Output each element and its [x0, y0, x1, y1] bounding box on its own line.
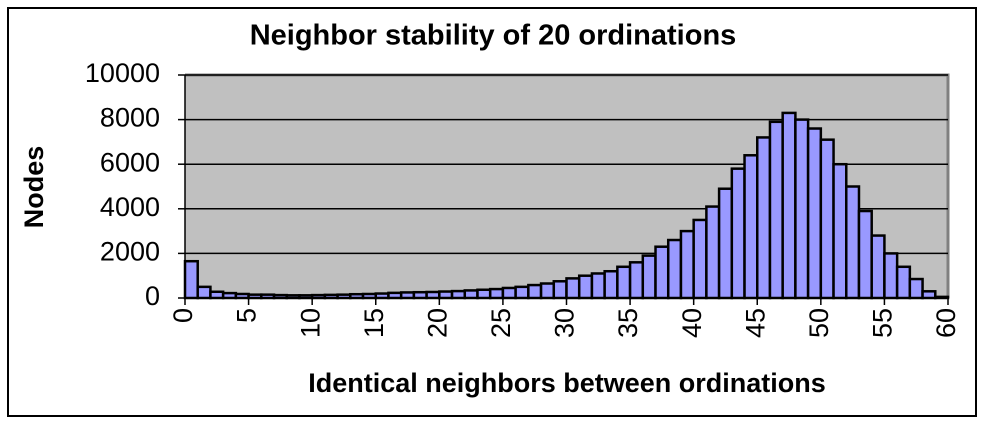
bar [412, 290, 428, 300]
bar [514, 285, 530, 300]
bar [794, 118, 810, 300]
x-tick-label: 5 [232, 308, 262, 323]
bar [895, 265, 912, 300]
bar [870, 234, 886, 300]
bar [590, 272, 606, 300]
x-tick-label: 60 [931, 308, 961, 338]
bar [730, 167, 746, 300]
bar [666, 238, 683, 300]
bar [781, 111, 797, 300]
x-axis-label: Identical neighbors between ordinations [308, 368, 826, 398]
bar [565, 277, 581, 300]
x-tick-label: 30 [550, 308, 580, 338]
bar [768, 120, 784, 300]
bar [196, 285, 212, 300]
y-tick-label: 6000 [100, 147, 160, 177]
bar [552, 280, 568, 300]
bar [641, 254, 657, 300]
bar [692, 218, 708, 300]
bar [832, 162, 848, 300]
x-tick-label: 25 [486, 308, 516, 338]
bar [577, 274, 594, 300]
bar [603, 269, 619, 300]
bar [628, 261, 645, 300]
chart-title: Neighbor stability of 20 ordinations [250, 20, 737, 52]
bar [806, 127, 823, 300]
bar [908, 277, 924, 300]
x-tick-label: 20 [422, 308, 452, 338]
x-tick-label: 50 [804, 308, 834, 338]
x-tick-label: 55 [868, 308, 898, 338]
y-tick-label: 4000 [100, 192, 160, 222]
x-tick-label: 15 [359, 308, 389, 338]
bar [756, 136, 772, 300]
bar [501, 286, 517, 300]
bar [463, 289, 479, 300]
bar [857, 209, 873, 300]
bar [845, 185, 861, 300]
bar [616, 265, 632, 300]
bar [183, 259, 199, 300]
y-axis-label: Nodes [19, 146, 49, 229]
bar [679, 229, 695, 300]
bar [450, 289, 467, 300]
y-tick-label: 8000 [100, 103, 160, 133]
bar [539, 282, 556, 300]
x-tick-label: 45 [740, 308, 770, 338]
x-tick-label: 40 [677, 308, 707, 338]
bar [819, 138, 835, 300]
bar [705, 205, 721, 300]
bar [488, 287, 505, 300]
x-tick-label: 0 [168, 308, 198, 323]
x-tick-label: 10 [295, 308, 325, 338]
y-tick-label: 10000 [85, 58, 160, 88]
y-tick-label: 0 [145, 281, 160, 311]
bar [654, 245, 670, 300]
bar [209, 290, 225, 300]
bar [425, 290, 441, 300]
y-tick-label: 2000 [100, 237, 160, 267]
bar [717, 187, 734, 300]
bar [387, 291, 403, 300]
bar [921, 290, 937, 300]
bar [399, 291, 416, 300]
bar [883, 252, 899, 300]
x-tick-label: 35 [613, 308, 643, 338]
bar [743, 154, 759, 300]
bar [527, 283, 543, 300]
bar [476, 288, 492, 300]
bar [438, 290, 454, 300]
